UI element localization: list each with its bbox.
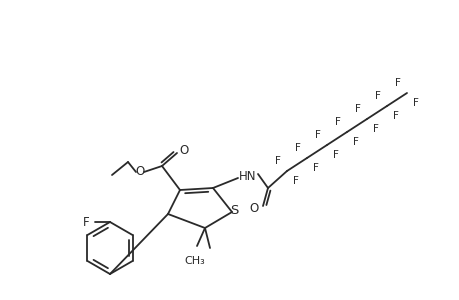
Text: O: O [179, 143, 188, 157]
Text: O: O [135, 164, 144, 178]
Text: O: O [249, 202, 258, 215]
Text: F: F [332, 150, 338, 160]
Text: F: F [275, 156, 280, 166]
Text: F: F [392, 111, 398, 121]
Text: F: F [83, 215, 90, 229]
Text: F: F [355, 104, 360, 114]
Text: F: F [292, 176, 298, 186]
Text: HN: HN [239, 169, 256, 182]
Text: F: F [335, 117, 341, 127]
Text: F: F [315, 130, 320, 140]
Text: S: S [230, 203, 238, 217]
Text: F: F [395, 78, 400, 88]
Text: F: F [312, 163, 318, 173]
Text: F: F [375, 91, 381, 101]
Text: F: F [412, 98, 418, 108]
Text: CH₃: CH₃ [184, 256, 205, 266]
Text: F: F [295, 143, 301, 153]
Text: F: F [372, 124, 378, 134]
Text: F: F [352, 137, 358, 147]
